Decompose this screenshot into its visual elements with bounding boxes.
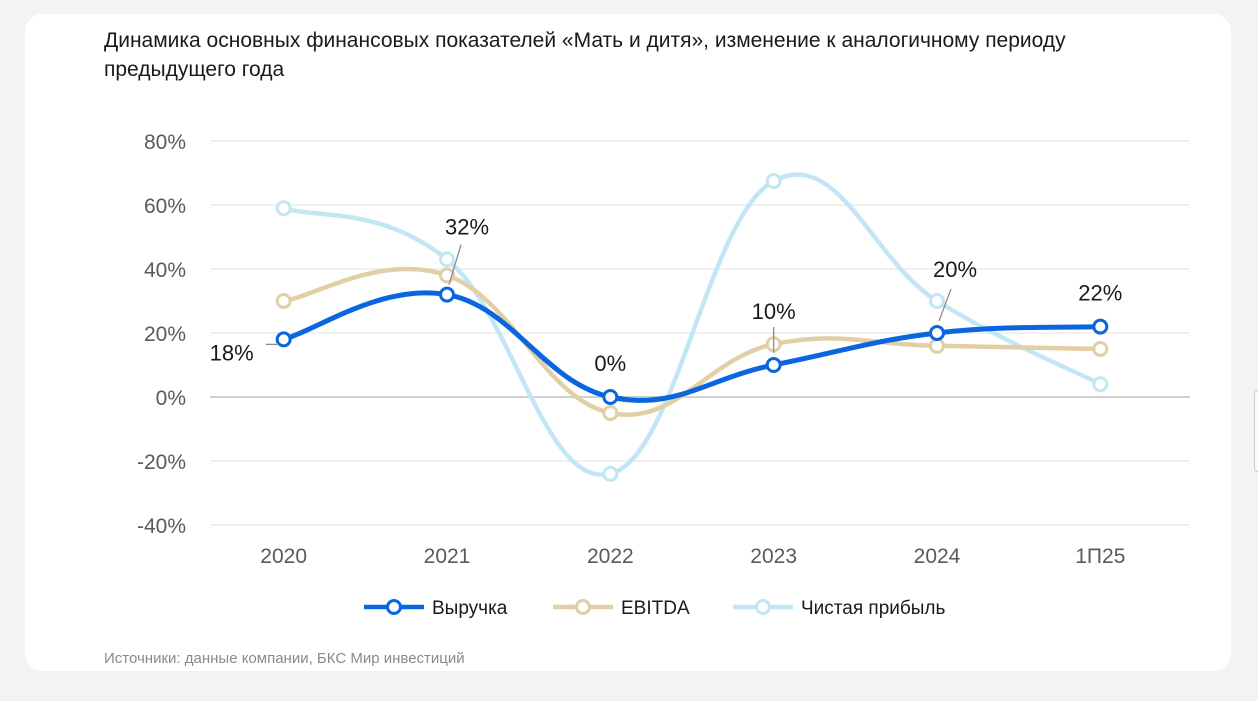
y-tick-label: 0% — [156, 387, 186, 410]
data-point — [929, 337, 945, 354]
legend-marker — [386, 599, 402, 615]
data-point — [602, 405, 619, 421]
data-label: 0% — [594, 351, 626, 376]
data-point — [602, 389, 619, 405]
label-leader-line — [448, 244, 462, 285]
data-point — [765, 357, 782, 373]
data-point — [1092, 341, 1109, 357]
x-tick-label: 2022 — [587, 545, 634, 568]
data-label: 20% — [933, 257, 977, 282]
data-point — [602, 465, 619, 482]
legend-label: EBITDA — [621, 598, 690, 619]
x-tick-label: 2020 — [260, 545, 307, 568]
data-point — [275, 331, 292, 348]
x-tick-label: 2021 — [424, 545, 471, 568]
y-tick-label: 40% — [144, 259, 186, 282]
data-label: 32% — [445, 215, 489, 240]
data-point — [765, 173, 782, 189]
series-line-1 — [281, 290, 1103, 403]
series-line-3 — [281, 172, 1103, 477]
data-point — [1092, 318, 1109, 335]
x-tick-label: 1П25 — [1075, 545, 1125, 568]
data-point — [275, 200, 292, 217]
data-point — [275, 293, 292, 309]
data-point — [929, 325, 945, 341]
label-leader-line — [938, 288, 952, 322]
y-tick-label: 60% — [144, 195, 186, 218]
x-tick-label: 2024 — [914, 545, 961, 568]
legend-marker — [755, 599, 771, 615]
source-note: Источники: данные компании, БКС Мир инве… — [104, 650, 465, 667]
data-label: 18% — [210, 340, 254, 365]
y-tick-label: 20% — [144, 323, 186, 346]
data-point — [439, 251, 455, 268]
chart-card — [25, 14, 1231, 671]
scrollbar[interactable] — [1254, 390, 1258, 472]
y-tick-label: 80% — [144, 131, 186, 154]
data-point — [439, 286, 455, 303]
x-tick-label: 2023 — [750, 545, 797, 568]
legend-marker — [575, 599, 591, 615]
y-tick-label: -20% — [137, 451, 186, 474]
legend-label: Выручка — [432, 598, 508, 619]
y-tick-label: -40% — [137, 515, 186, 538]
data-label: 10% — [752, 299, 796, 324]
data-point — [1092, 376, 1109, 393]
data-point — [929, 293, 945, 309]
chart-title: Динамика основных финансовых показателей… — [104, 29, 1066, 81]
legend-label: Чистая прибыль — [801, 598, 945, 619]
data-label: 22% — [1078, 281, 1122, 306]
